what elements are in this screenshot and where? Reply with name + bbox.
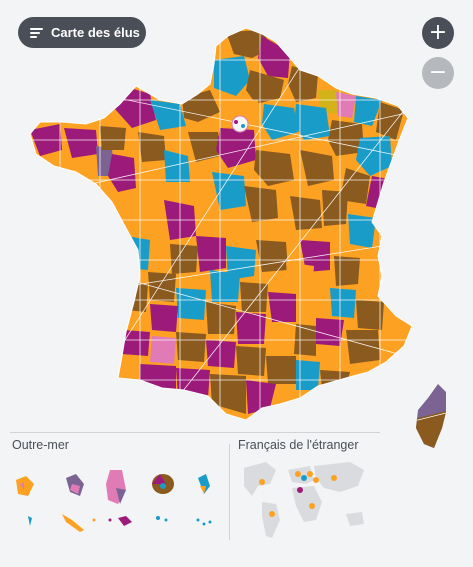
south-america	[262, 502, 280, 538]
abroad-title: Français de l'étranger	[238, 438, 359, 452]
new-caledonia-shape[interactable]	[62, 514, 84, 532]
constituency-dot[interactable]	[295, 471, 301, 477]
menu-lines-icon	[30, 27, 43, 38]
mayotte-shape[interactable]	[198, 474, 210, 494]
world-map[interactable]	[244, 462, 364, 538]
section-divider	[10, 432, 380, 433]
islet-dot-a	[196, 518, 200, 522]
islet-dot-b	[202, 522, 206, 526]
asia	[314, 462, 364, 492]
constituency-dot[interactable]	[313, 477, 319, 483]
martinique-detail	[70, 484, 80, 494]
guadeloupe-detail	[20, 482, 24, 490]
constituency-dot[interactable]	[259, 479, 265, 485]
polynesia-dot	[108, 518, 112, 522]
africa	[292, 486, 322, 522]
france-outline	[29, 27, 413, 421]
wallis-dot[interactable]	[92, 518, 96, 522]
spm-shape[interactable]	[28, 516, 32, 526]
legend-button-label: Carte des élus	[51, 25, 140, 40]
guyane-shape[interactable]	[106, 470, 126, 504]
minus-icon: −	[428, 60, 448, 85]
zoom-out-button[interactable]: −	[422, 57, 454, 89]
constituency-dot[interactable]	[309, 503, 315, 509]
constituency-dot[interactable]	[297, 487, 303, 493]
europe	[288, 466, 314, 484]
plus-icon: +	[428, 20, 448, 45]
guadeloupe-shape[interactable]	[16, 476, 34, 496]
legend-button[interactable]: Carte des élus	[18, 17, 146, 48]
stbarth-dot[interactable]	[156, 516, 160, 520]
zoom-in-button[interactable]: +	[422, 17, 454, 49]
polynesia-shape[interactable]	[118, 516, 132, 526]
stmartin-dot	[164, 518, 168, 522]
constituency-dot[interactable]	[307, 471, 313, 477]
overseas-territories[interactable]	[16, 470, 212, 532]
constituency-dot[interactable]	[301, 475, 307, 481]
mayotte-detail	[200, 486, 206, 494]
overseas-title: Outre-mer	[12, 438, 69, 452]
guyane-detail	[116, 488, 126, 504]
reunion-detail-a	[152, 474, 166, 484]
oceania	[346, 512, 364, 526]
constituency-dot[interactable]	[331, 475, 337, 481]
constituency-dot[interactable]	[269, 511, 275, 517]
constituency-borders	[30, 28, 412, 420]
reunion-detail-b	[160, 483, 166, 489]
north-america	[244, 462, 276, 496]
paris-area[interactable]	[231, 115, 249, 133]
corsica[interactable]	[410, 380, 450, 450]
islet-dot-c	[208, 520, 212, 524]
section-vertical-divider	[229, 444, 230, 540]
